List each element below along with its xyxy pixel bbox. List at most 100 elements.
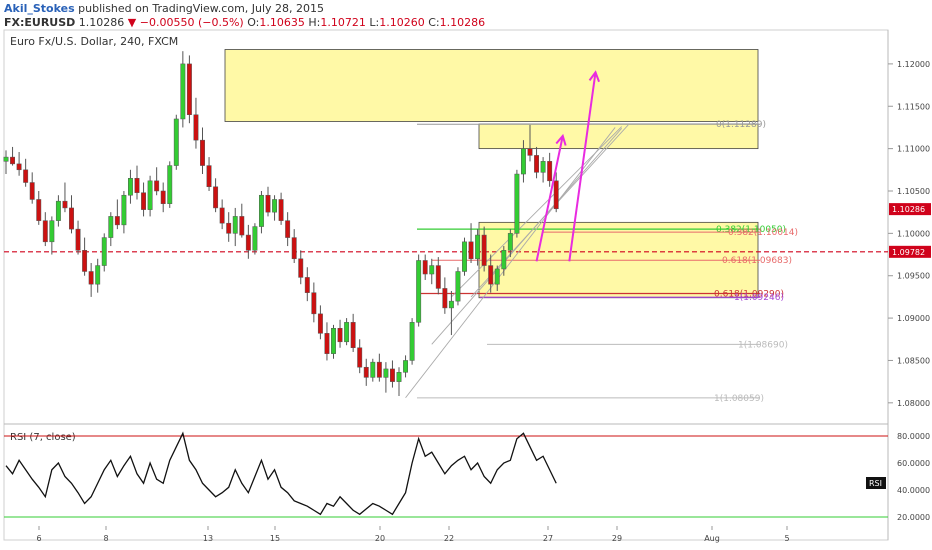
candle-body — [291, 237, 297, 260]
candle-body — [514, 173, 520, 234]
candle-body — [245, 234, 251, 251]
candle-body — [259, 194, 264, 227]
fib-level-label: 0.618(1.09683) — [722, 256, 792, 266]
candle-body — [344, 322, 350, 343]
time-tick-label: 29 — [612, 534, 622, 543]
rsi-badge-text: RSI — [869, 479, 882, 488]
ohlc-open-value: 1.10635 — [259, 16, 305, 29]
candle-body — [481, 234, 487, 266]
candle-body — [317, 313, 323, 334]
projection-arrow — [568, 72, 597, 262]
candle-body — [193, 114, 199, 141]
rsi-tick-label: 40.0000 — [897, 486, 930, 495]
rsi-badge — [866, 477, 886, 489]
chart-title: Euro Fx/U.S. Dollar, 240, FXCM — [10, 35, 178, 48]
candle-body — [501, 250, 507, 270]
candle-body — [226, 222, 232, 234]
fib-level-label: 1(1.08059) — [714, 394, 764, 404]
candle-body — [134, 178, 140, 193]
price-tick-label: 1.08000 — [897, 399, 930, 408]
candle-body — [101, 237, 107, 266]
supply-demand-zone — [478, 123, 759, 150]
projection-arrow — [535, 135, 564, 262]
rsi-label: RSI (7, close) — [10, 432, 76, 443]
candle-body — [167, 165, 173, 204]
trend-line — [405, 127, 616, 399]
ohlc-close-label: C: — [428, 16, 440, 29]
last-price: 1.10286 — [78, 16, 125, 29]
price-tick-label: 1.12000 — [897, 60, 930, 69]
projection-arrow-head — [555, 133, 567, 146]
candle-body — [475, 234, 481, 260]
candle-body — [69, 207, 74, 230]
author-link[interactable]: Akil_Stokes — [4, 2, 75, 15]
candle-body — [265, 194, 271, 213]
candle-body — [331, 328, 336, 354]
candle-body — [363, 366, 369, 378]
candle-body — [422, 260, 428, 275]
rsi-tick-label: 80.0000 — [897, 432, 930, 441]
candle-body — [298, 258, 304, 278]
time-tick-label: 13 — [203, 534, 213, 543]
candle-body — [128, 178, 133, 196]
candle-body — [390, 368, 395, 382]
candle-body — [468, 241, 474, 260]
time-tick-label: 20 — [375, 534, 385, 543]
time-tick-label: Aug — [704, 534, 720, 543]
candle-body — [16, 163, 22, 171]
published-text: published on TradingView.com, July 28, 2… — [78, 2, 325, 15]
price-tick-label: 1.09000 — [897, 314, 930, 323]
candle-body — [49, 220, 55, 243]
candle-body — [416, 260, 422, 323]
candle-body — [357, 347, 363, 368]
candle-body — [442, 288, 448, 309]
candle-body — [396, 372, 402, 382]
fib-level-label: 0(1.11289) — [716, 120, 766, 130]
candle-body — [383, 368, 389, 378]
time-tick-label: 5 — [784, 534, 789, 543]
time-tick-label: 8 — [103, 534, 108, 543]
candle-body — [160, 190, 166, 204]
candle-body — [409, 322, 415, 361]
candle-body — [553, 180, 559, 210]
candle-body — [108, 216, 114, 238]
ohlc-high-value: 1.10721 — [320, 16, 366, 29]
candle-body — [114, 216, 120, 226]
rsi-tick-label: 20.0000 — [897, 513, 930, 522]
fib-level-label: 0.618(1.09290) — [714, 290, 784, 300]
candle-body — [376, 361, 382, 378]
trend-line — [451, 126, 623, 298]
candle-body — [429, 265, 435, 275]
price-axis: 1.12000 1.11500 1.11000 1.10500 1.10000 1.095… — [888, 60, 931, 408]
candle-body — [95, 265, 101, 285]
candle-body — [121, 194, 127, 226]
time-tick-label: 15 — [270, 534, 280, 543]
fib-level-label: 1(1.09246) — [734, 293, 784, 303]
rsi-pane: RSI (7, close) 80.0000 60.0000 40.0000 20.0… — [4, 431, 930, 522]
price-tick-label: 1.10000 — [897, 229, 930, 238]
candle-body — [3, 156, 9, 162]
price-label-text: 1.10286 — [892, 205, 925, 214]
candle-body — [62, 200, 68, 209]
candle-body — [507, 233, 513, 251]
candle-body — [200, 139, 205, 166]
candle-body — [534, 155, 539, 173]
ohlc-low-label: L: — [369, 16, 380, 29]
rsi-line — [5, 431, 557, 516]
candle-body — [521, 148, 526, 175]
candle-body — [272, 199, 278, 213]
candle-body — [540, 161, 546, 173]
candle-body — [10, 156, 16, 165]
ohlc-close-value: 1.10286 — [439, 16, 486, 29]
candle-body — [252, 226, 258, 251]
candle-body — [285, 220, 291, 238]
ohlc-high-label: H: — [308, 16, 321, 29]
candle-body — [494, 268, 500, 285]
down-arrow-icon: ▼ — [127, 16, 137, 29]
candle-body — [462, 241, 467, 272]
candle-body — [23, 169, 29, 183]
fib-level-label: 0.382(1.10014) — [728, 228, 798, 238]
price-tick-label: 1.10500 — [897, 187, 930, 196]
price-label-badge — [889, 203, 931, 216]
